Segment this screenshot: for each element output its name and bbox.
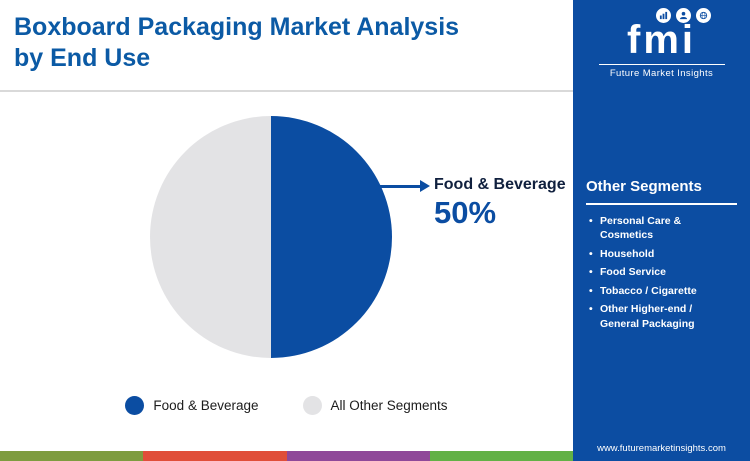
- callout-value: 50%: [434, 195, 497, 230]
- fmi-logo-subtitle: Future Market Insights: [609, 68, 714, 79]
- callout-label: Food & Beverage: [434, 176, 566, 193]
- legend-label: Food & Beverage: [153, 398, 259, 413]
- legend-item: Food & Beverage: [125, 396, 259, 415]
- sidebar: fmi Future Market Insights Other Segment…: [573, 0, 750, 461]
- list-item: Food Service: [589, 265, 731, 280]
- fmi-logo-icons: [573, 8, 750, 23]
- list-item: Household: [589, 247, 731, 262]
- website-link[interactable]: www.futuremarketinsights.com: [597, 443, 726, 454]
- page-title: Boxboard Packaging Market Analysis by En…: [14, 13, 460, 72]
- footer-strip-segment: [143, 451, 287, 461]
- fmi-logo: fmi Future Market Insights: [573, 8, 750, 79]
- chart-area: Boxboard Packaging Market Analysis by En…: [0, 13, 573, 461]
- other-segments-list: Personal Care & Cosmetics Household Food…: [589, 214, 731, 335]
- legend-label: All Other Segments: [330, 398, 448, 413]
- fmi-logo-text: fmi: [627, 18, 696, 62]
- footer-strip-segment: [0, 451, 144, 461]
- globe-icon: [696, 8, 711, 23]
- chart-legend: Food & Beverage All Other Segments: [0, 396, 573, 415]
- list-item: Other Higher-end / General Packaging: [589, 302, 731, 331]
- legend-item: All Other Segments: [302, 396, 448, 415]
- list-item: Tobacco / Cigarette: [589, 284, 731, 299]
- footer-strip-segment: [286, 451, 430, 461]
- callout-arrow-head: [420, 180, 430, 192]
- chart-icon: [656, 8, 671, 23]
- person-icon: [676, 8, 691, 23]
- pie-chart: [150, 116, 392, 358]
- footer-color-strip: [0, 451, 573, 461]
- footer-strip-segment: [429, 451, 573, 461]
- legend-swatch: [125, 396, 145, 415]
- other-segments-heading: Other Segments: [586, 178, 737, 205]
- header-divider: [0, 90, 573, 92]
- pie-callout: Food & Beverage 50%: [434, 176, 566, 231]
- fmi-logo-rule: [598, 64, 725, 65]
- callout-arrow: [377, 185, 423, 188]
- list-item: Personal Care & Cosmetics: [589, 214, 731, 243]
- legend-swatch: [302, 396, 322, 415]
